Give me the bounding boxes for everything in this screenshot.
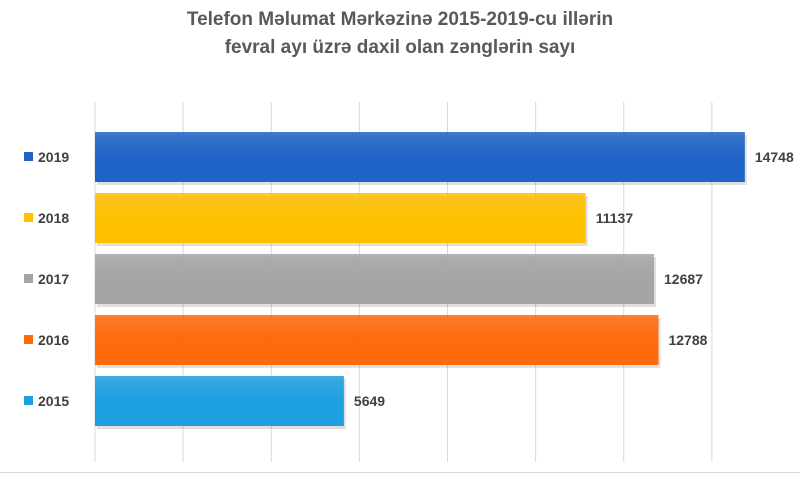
- data-label-2017: 12687: [664, 271, 703, 287]
- legend-label-2015: 2015: [38, 393, 69, 409]
- chart-title-line-1: Telefon Məlumat Mərkəzinə 2015-2019-cu i…: [186, 9, 614, 30]
- chart-title: Telefon Məlumat Mərkəzinə 2015-2019-cu i…: [0, 6, 800, 62]
- legend-label-2019: 2019: [38, 149, 69, 165]
- legend-marker-2018: [24, 213, 33, 222]
- bottom-divider: [0, 472, 800, 473]
- data-label-2019: 14748: [755, 149, 794, 165]
- legend-marker-2017: [24, 274, 33, 283]
- data-label-2016: 12788: [668, 332, 707, 348]
- bar-2017: [95, 254, 655, 304]
- bar-2018: [95, 193, 586, 243]
- legend-label-2016: 2016: [38, 332, 69, 348]
- legend-label-2018: 2018: [38, 210, 69, 226]
- bar-2016: [95, 315, 659, 365]
- chart-title-line-2: fevral ayı üzrə daxil olan zənglərin say…: [224, 37, 576, 58]
- legend-marker-2019: [24, 152, 33, 161]
- legend-marker-2016: [24, 335, 33, 344]
- data-label-2018: 11137: [596, 210, 634, 226]
- legend-marker-2015: [24, 396, 33, 405]
- legend-label-2017: 2017: [38, 271, 69, 287]
- bar-2019: [95, 132, 745, 182]
- data-label-2015: 5649: [354, 393, 385, 409]
- bar-2015: [95, 376, 344, 426]
